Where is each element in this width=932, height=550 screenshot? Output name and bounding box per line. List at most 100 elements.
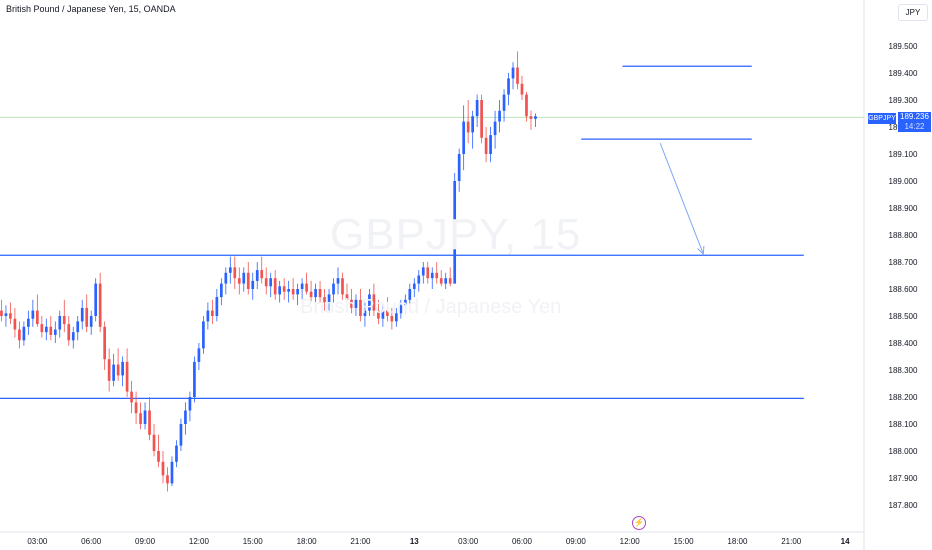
candle-body [520,83,524,95]
candle-body [94,283,98,316]
candle-body [36,310,39,325]
candle-body [260,270,264,279]
candle-body [237,278,241,284]
candle-body [350,299,353,308]
current-price-tag: 189.236 14:22 [898,112,931,132]
candle-body [430,272,434,279]
candle-body [408,289,412,300]
candle-body [80,307,84,322]
candle-body [233,267,237,279]
horizontal-levels [0,65,804,399]
candle-body [121,361,124,376]
candle-body [480,100,483,138]
candle-body [368,294,371,311]
candle-body [372,294,376,311]
candle-body [435,272,439,279]
candle-body [125,361,129,392]
candle-body [525,94,528,117]
candle-body [327,294,331,303]
candle-body [40,324,44,333]
candle-body [273,278,277,295]
time-tick-label: 18:00 [297,537,318,546]
description-watermark: British Pound / Japanese Yen [300,296,562,318]
candle-body [143,410,147,424]
candle-body [278,286,282,295]
candle-body [403,299,407,306]
price-tick-label: 188.600 [889,285,918,294]
candle-body [179,424,183,446]
candle-body [502,94,506,111]
candle-body [130,391,133,403]
candle-body [314,289,317,298]
candle-body [412,283,416,289]
candle-body [211,310,214,316]
candle-body [152,434,156,451]
time-tick-label: 21:00 [350,537,371,546]
candle-body [345,294,349,300]
candle-body [85,307,89,327]
price-tick-label: 189.300 [889,96,918,105]
time-tick-label: 06:00 [81,537,102,546]
candle-body [498,110,501,122]
candle-body [484,137,488,154]
candle-body [246,272,250,289]
price-tick-label: 187.800 [889,501,918,510]
arrow-shaft [659,143,704,255]
candle-body [417,275,421,284]
price-tick-label: 188.200 [889,393,918,402]
candle-body [475,100,479,117]
candle-body [76,321,80,333]
candle-body [22,326,26,341]
candle-body [282,286,286,292]
price-tick-label: 188.700 [889,258,918,267]
candle-body [139,413,142,424]
candle-body [49,326,53,335]
price-tick-label: 188.400 [889,339,918,348]
candle-body [62,316,66,325]
candle-body [251,280,255,289]
candle-body [255,270,259,281]
candle-body [354,299,358,308]
candle-body [134,402,138,414]
candle-body [206,310,210,322]
candle-body [188,397,192,411]
candle-body [13,318,17,330]
candle-body [453,181,457,284]
price-tick-label: 188.900 [889,204,918,213]
candle-body [103,326,107,360]
current-price-value: 189.236 [900,112,929,121]
price-tick-label: 187.900 [889,474,918,483]
bar-countdown: 14:22 [904,122,925,131]
candle-body [318,289,322,298]
lightning-icon[interactable]: ⚡ [632,516,646,530]
candle-body [0,310,3,316]
candle-body [166,475,169,484]
candle-body [493,121,497,136]
candle-body [489,135,492,154]
candle-body [323,297,326,303]
currency-button[interactable]: JPY [898,4,928,21]
candle-body [148,410,151,435]
candle-body [89,316,93,327]
price-tick-label: 189.400 [889,69,918,78]
candle-body [381,310,385,319]
time-tick-label: 15:00 [243,537,264,546]
time-tick-label: 15:00 [674,537,695,546]
candle-body [264,278,268,287]
projection-arrow [659,143,705,255]
candle-body [269,278,273,287]
price-tick-label: 188.100 [889,420,918,429]
chart-title: British Pound / Japanese Yen, 15, OANDA [6,4,176,14]
candle-body [215,297,219,316]
candle-body [242,272,246,284]
candle-body [516,67,519,84]
price-tick-label: 188.300 [889,366,918,375]
candle-body [71,332,75,341]
candle-body [116,364,120,376]
time-tick-label: 09:00 [566,537,587,546]
candle-body [9,313,12,319]
candle-body [112,364,115,381]
candle-body [386,310,389,316]
candle-body [224,272,228,284]
